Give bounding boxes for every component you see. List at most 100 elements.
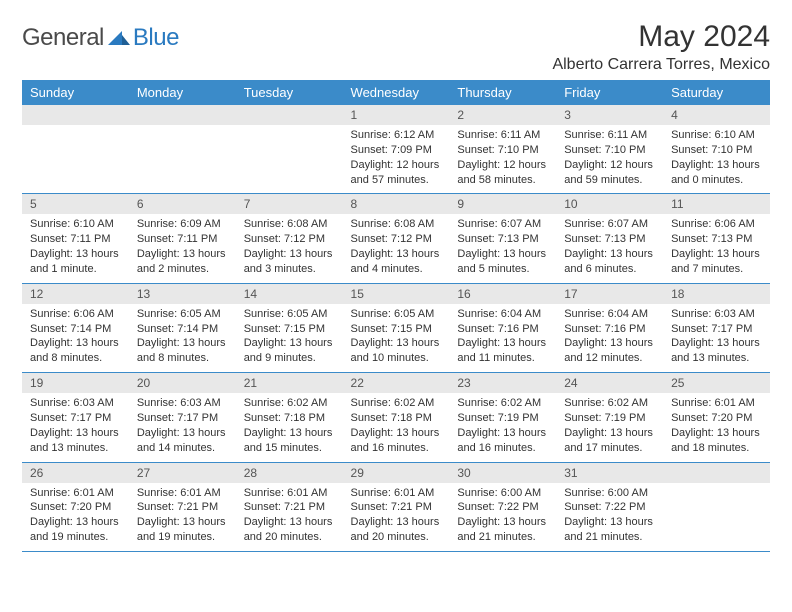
- calendar-day: 24Sunrise: 6:02 AMSunset: 7:19 PMDayligh…: [556, 373, 663, 462]
- day-number: 22: [343, 373, 450, 393]
- calendar-day: 5Sunrise: 6:10 AMSunset: 7:11 PMDaylight…: [22, 194, 129, 283]
- logo-text-blue: Blue: [133, 24, 179, 52]
- day-details: Sunrise: 6:00 AMSunset: 7:22 PMDaylight:…: [556, 483, 663, 551]
- day-details: Sunrise: 6:07 AMSunset: 7:13 PMDaylight:…: [556, 214, 663, 282]
- calendar-day: 25Sunrise: 6:01 AMSunset: 7:20 PMDayligh…: [663, 373, 770, 462]
- weekday-header: Tuesday: [236, 80, 343, 105]
- day-details: Sunrise: 6:08 AMSunset: 7:12 PMDaylight:…: [343, 214, 450, 282]
- day-number: 9: [449, 194, 556, 214]
- day-number: 26: [22, 463, 129, 483]
- calendar-day: [236, 105, 343, 194]
- day-details: Sunrise: 6:05 AMSunset: 7:15 PMDaylight:…: [343, 304, 450, 372]
- day-details: Sunrise: 6:05 AMSunset: 7:15 PMDaylight:…: [236, 304, 343, 372]
- day-number: 15: [343, 284, 450, 304]
- day-number: [663, 463, 770, 483]
- calendar-day: 17Sunrise: 6:04 AMSunset: 7:16 PMDayligh…: [556, 283, 663, 372]
- calendar-day: 11Sunrise: 6:06 AMSunset: 7:13 PMDayligh…: [663, 194, 770, 283]
- calendar-week: 19Sunrise: 6:03 AMSunset: 7:17 PMDayligh…: [22, 373, 770, 462]
- calendar-day: 3Sunrise: 6:11 AMSunset: 7:10 PMDaylight…: [556, 105, 663, 194]
- day-number: 2: [449, 105, 556, 125]
- day-number: 18: [663, 284, 770, 304]
- calendar-day: 6Sunrise: 6:09 AMSunset: 7:11 PMDaylight…: [129, 194, 236, 283]
- logo-text-general: General: [22, 24, 104, 52]
- day-details: Sunrise: 6:11 AMSunset: 7:10 PMDaylight:…: [449, 125, 556, 193]
- day-details: Sunrise: 6:03 AMSunset: 7:17 PMDaylight:…: [663, 304, 770, 372]
- day-number: 25: [663, 373, 770, 393]
- calendar-day: 21Sunrise: 6:02 AMSunset: 7:18 PMDayligh…: [236, 373, 343, 462]
- calendar-day: 2Sunrise: 6:11 AMSunset: 7:10 PMDaylight…: [449, 105, 556, 194]
- day-details: Sunrise: 6:01 AMSunset: 7:20 PMDaylight:…: [22, 483, 129, 551]
- calendar-day: 15Sunrise: 6:05 AMSunset: 7:15 PMDayligh…: [343, 283, 450, 372]
- calendar-day: 19Sunrise: 6:03 AMSunset: 7:17 PMDayligh…: [22, 373, 129, 462]
- day-details: Sunrise: 6:12 AMSunset: 7:09 PMDaylight:…: [343, 125, 450, 193]
- calendar-day: 29Sunrise: 6:01 AMSunset: 7:21 PMDayligh…: [343, 462, 450, 551]
- calendar: SundayMondayTuesdayWednesdayThursdayFrid…: [22, 80, 770, 552]
- calendar-day: 26Sunrise: 6:01 AMSunset: 7:20 PMDayligh…: [22, 462, 129, 551]
- calendar-day: 18Sunrise: 6:03 AMSunset: 7:17 PMDayligh…: [663, 283, 770, 372]
- calendar-day: 23Sunrise: 6:02 AMSunset: 7:19 PMDayligh…: [449, 373, 556, 462]
- day-number: 10: [556, 194, 663, 214]
- calendar-day: [663, 462, 770, 551]
- calendar-week: 5Sunrise: 6:10 AMSunset: 7:11 PMDaylight…: [22, 194, 770, 283]
- title-block: May 2024 Alberto Carrera Torres, Mexico: [552, 20, 770, 74]
- day-number: 27: [129, 463, 236, 483]
- day-details: Sunrise: 6:04 AMSunset: 7:16 PMDaylight:…: [449, 304, 556, 372]
- day-details: Sunrise: 6:02 AMSunset: 7:18 PMDaylight:…: [343, 393, 450, 461]
- day-number: 16: [449, 284, 556, 304]
- calendar-day: 31Sunrise: 6:00 AMSunset: 7:22 PMDayligh…: [556, 462, 663, 551]
- day-number: 3: [556, 105, 663, 125]
- calendar-day: 13Sunrise: 6:05 AMSunset: 7:14 PMDayligh…: [129, 283, 236, 372]
- calendar-day: 28Sunrise: 6:01 AMSunset: 7:21 PMDayligh…: [236, 462, 343, 551]
- day-number: 28: [236, 463, 343, 483]
- day-details: Sunrise: 6:09 AMSunset: 7:11 PMDaylight:…: [129, 214, 236, 282]
- day-number: [22, 105, 129, 125]
- calendar-week: 1Sunrise: 6:12 AMSunset: 7:09 PMDaylight…: [22, 105, 770, 194]
- calendar-day: 8Sunrise: 6:08 AMSunset: 7:12 PMDaylight…: [343, 194, 450, 283]
- day-number: 31: [556, 463, 663, 483]
- day-details: Sunrise: 6:10 AMSunset: 7:10 PMDaylight:…: [663, 125, 770, 193]
- day-number: 6: [129, 194, 236, 214]
- day-details: Sunrise: 6:04 AMSunset: 7:16 PMDaylight:…: [556, 304, 663, 372]
- logo: General Blue: [22, 24, 179, 52]
- day-number: 12: [22, 284, 129, 304]
- calendar-body: 1Sunrise: 6:12 AMSunset: 7:09 PMDaylight…: [22, 105, 770, 551]
- day-number: 30: [449, 463, 556, 483]
- calendar-day: 27Sunrise: 6:01 AMSunset: 7:21 PMDayligh…: [129, 462, 236, 551]
- day-number: 24: [556, 373, 663, 393]
- day-details: [236, 125, 343, 183]
- day-details: Sunrise: 6:01 AMSunset: 7:21 PMDaylight:…: [129, 483, 236, 551]
- day-details: Sunrise: 6:01 AMSunset: 7:21 PMDaylight:…: [343, 483, 450, 551]
- day-details: [663, 483, 770, 541]
- header: General Blue May 2024 Alberto Carrera To…: [22, 20, 770, 74]
- weekday-header: Monday: [129, 80, 236, 105]
- day-details: Sunrise: 6:02 AMSunset: 7:18 PMDaylight:…: [236, 393, 343, 461]
- calendar-week: 12Sunrise: 6:06 AMSunset: 7:14 PMDayligh…: [22, 283, 770, 372]
- day-details: Sunrise: 6:06 AMSunset: 7:14 PMDaylight:…: [22, 304, 129, 372]
- day-details: Sunrise: 6:03 AMSunset: 7:17 PMDaylight:…: [22, 393, 129, 461]
- day-number: 5: [22, 194, 129, 214]
- day-number: 11: [663, 194, 770, 214]
- calendar-day: 22Sunrise: 6:02 AMSunset: 7:18 PMDayligh…: [343, 373, 450, 462]
- day-details: Sunrise: 6:03 AMSunset: 7:17 PMDaylight:…: [129, 393, 236, 461]
- day-details: Sunrise: 6:10 AMSunset: 7:11 PMDaylight:…: [22, 214, 129, 282]
- day-details: Sunrise: 6:06 AMSunset: 7:13 PMDaylight:…: [663, 214, 770, 282]
- day-number: [236, 105, 343, 125]
- calendar-day: 4Sunrise: 6:10 AMSunset: 7:10 PMDaylight…: [663, 105, 770, 194]
- calendar-day: [129, 105, 236, 194]
- day-details: Sunrise: 6:00 AMSunset: 7:22 PMDaylight:…: [449, 483, 556, 551]
- calendar-day: 30Sunrise: 6:00 AMSunset: 7:22 PMDayligh…: [449, 462, 556, 551]
- calendar-day: 10Sunrise: 6:07 AMSunset: 7:13 PMDayligh…: [556, 194, 663, 283]
- day-number: 1: [343, 105, 450, 125]
- weekday-header: Thursday: [449, 80, 556, 105]
- calendar-day: 20Sunrise: 6:03 AMSunset: 7:17 PMDayligh…: [129, 373, 236, 462]
- day-number: 4: [663, 105, 770, 125]
- day-details: Sunrise: 6:05 AMSunset: 7:14 PMDaylight:…: [129, 304, 236, 372]
- day-number: 14: [236, 284, 343, 304]
- calendar-header: SundayMondayTuesdayWednesdayThursdayFrid…: [22, 80, 770, 105]
- calendar-day: 16Sunrise: 6:04 AMSunset: 7:16 PMDayligh…: [449, 283, 556, 372]
- day-details: Sunrise: 6:07 AMSunset: 7:13 PMDaylight:…: [449, 214, 556, 282]
- day-details: Sunrise: 6:02 AMSunset: 7:19 PMDaylight:…: [449, 393, 556, 461]
- day-number: 20: [129, 373, 236, 393]
- day-details: Sunrise: 6:01 AMSunset: 7:20 PMDaylight:…: [663, 393, 770, 461]
- day-number: 17: [556, 284, 663, 304]
